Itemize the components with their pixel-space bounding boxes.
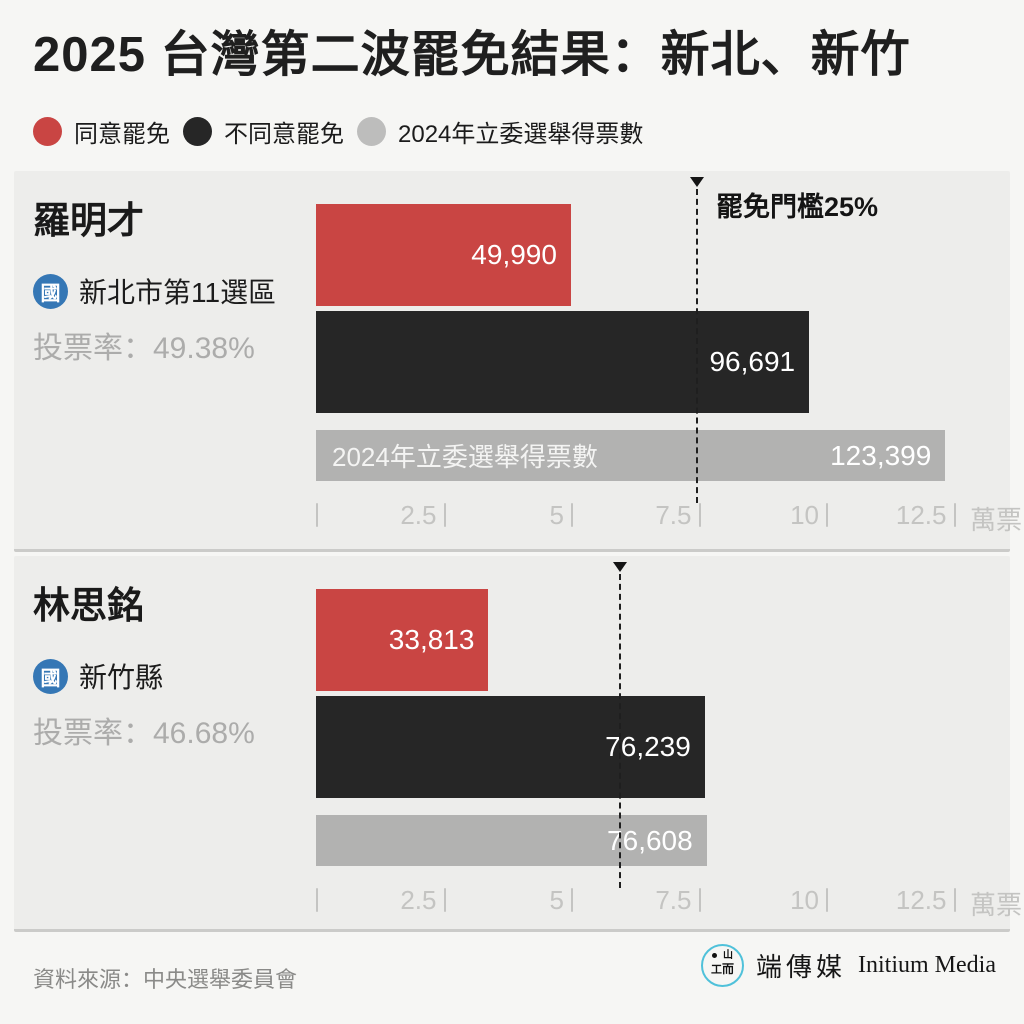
bar-election2024-value: 123,399 xyxy=(830,439,932,471)
data-source-note: 資料來源：中央選舉委員會 xyxy=(33,967,298,992)
legend-label-election2024: 2024年立委選舉得票數 xyxy=(398,121,644,148)
publisher-brand: 山 工 而 端傳媒 Initium Media xyxy=(701,944,996,987)
legend-item-agree: 同意罷免 xyxy=(33,114,170,149)
axis-tick-12-5: 12.5 xyxy=(896,500,956,530)
candidate-panel-luo-ming-tsai: 羅明才 國 新北市第11選區 投票率：49.38% 49,990 96,691 … xyxy=(14,171,1022,552)
initium-logo-icon: 山 工 而 xyxy=(701,944,744,987)
legend-label-disagree: 不同意罷免 xyxy=(224,121,344,148)
legend-label-agree: 同意罷免 xyxy=(74,121,170,148)
bar-agree-value: 49,990 xyxy=(471,239,557,270)
axis-tick-0 xyxy=(316,503,318,527)
bar-agree-value: 33,813 xyxy=(388,624,475,655)
candidate-meta: 國 新竹縣 xyxy=(33,656,163,696)
legend-swatch-disagree-icon xyxy=(183,117,212,146)
legend-swatch-agree-icon xyxy=(33,117,62,146)
bar-election2024: 76,608 xyxy=(316,815,707,866)
page-title: 2025 台灣第二波罷免結果：新北、新竹 xyxy=(33,28,911,82)
brand-name-en: Initium Media xyxy=(858,952,996,978)
legend-item-election2024: 2024年立委選舉得票數 xyxy=(357,114,643,149)
axis-tick-12-5: 12.5 xyxy=(896,885,956,915)
turnout-label: 投票率：46.68% xyxy=(33,717,255,750)
candidate-name: 林思銘 xyxy=(33,585,144,626)
axis-unit-label: 萬票 xyxy=(970,890,1023,920)
threshold-arrow-icon xyxy=(689,177,704,187)
legend-item-disagree: 不同意罷免 xyxy=(183,114,344,149)
axis-tick-0 xyxy=(316,888,318,912)
axis-tick-5: 5 xyxy=(550,500,573,530)
axis-unit-label: 萬票 xyxy=(970,505,1023,535)
threshold-label: 罷免門檻25% xyxy=(716,192,879,222)
axis-tick-7-5: 7.5 xyxy=(655,885,701,915)
bar-election2024-value: 76,608 xyxy=(607,824,693,856)
threshold-arrow-icon xyxy=(612,562,627,572)
bar-disagree-value: 96,691 xyxy=(709,346,796,377)
bar-disagree: 76,239 xyxy=(316,696,705,798)
logo-dot xyxy=(712,953,717,958)
candidate-panel-lin-szu-ming: 林思銘 國 新竹縣 投票率：46.68% 33,813 76,239 76,60… xyxy=(14,556,1022,932)
axis-tick-5: 5 xyxy=(550,885,573,915)
legend: 同意罷免 不同意罷免 2024年立委選舉得票數 xyxy=(33,114,643,149)
axis-tick-10: 10 xyxy=(790,500,828,530)
bar-election2024-label: 2024年立委選舉得票數 xyxy=(332,442,598,472)
party-badge-kmt: 國 xyxy=(33,658,68,694)
axis-tick-2-5: 2.5 xyxy=(400,500,446,530)
candidate-meta: 國 新北市第11選區 xyxy=(33,271,276,311)
district-label: 新竹縣 xyxy=(79,662,164,693)
bar-agree: 33,813 xyxy=(316,589,489,691)
axis-tick-10: 10 xyxy=(790,885,828,915)
turnout-label: 投票率：49.38% xyxy=(33,332,255,365)
candidate-name: 羅明才 xyxy=(33,200,144,241)
bar-agree: 49,990 xyxy=(316,204,571,306)
district-label: 新北市第11選區 xyxy=(79,277,277,308)
threshold-line xyxy=(689,177,704,503)
brand-name-zh: 端傳媒 xyxy=(756,953,847,982)
bar-election2024: 2024年立委選舉得票數 123,399 xyxy=(316,430,946,481)
threshold-line xyxy=(612,562,627,888)
bar-disagree: 96,691 xyxy=(316,311,810,413)
party-badge-kmt: 國 xyxy=(33,273,68,309)
axis-tick-2-5: 2.5 xyxy=(400,885,446,915)
axis-tick-7-5: 7.5 xyxy=(655,500,701,530)
legend-swatch-election2024-icon xyxy=(357,117,386,146)
